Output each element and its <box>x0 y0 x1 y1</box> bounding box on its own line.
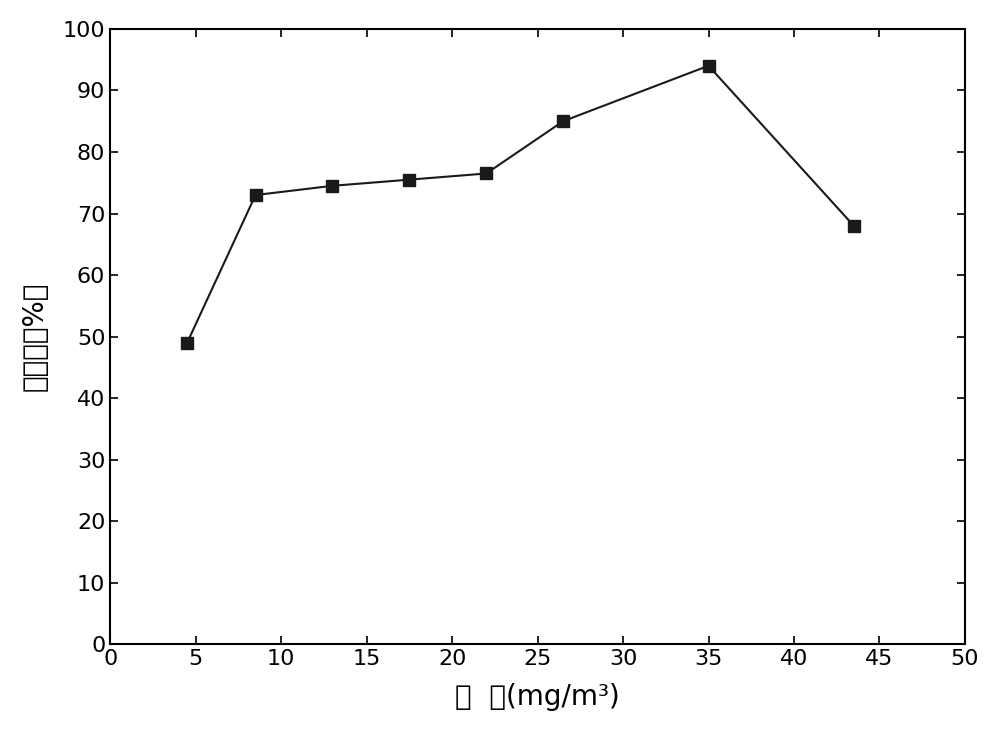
Y-axis label: 降解率（%）: 降解率（%） <box>21 282 49 392</box>
X-axis label: 浓  度(mg/m³): 浓 度(mg/m³) <box>455 683 620 712</box>
